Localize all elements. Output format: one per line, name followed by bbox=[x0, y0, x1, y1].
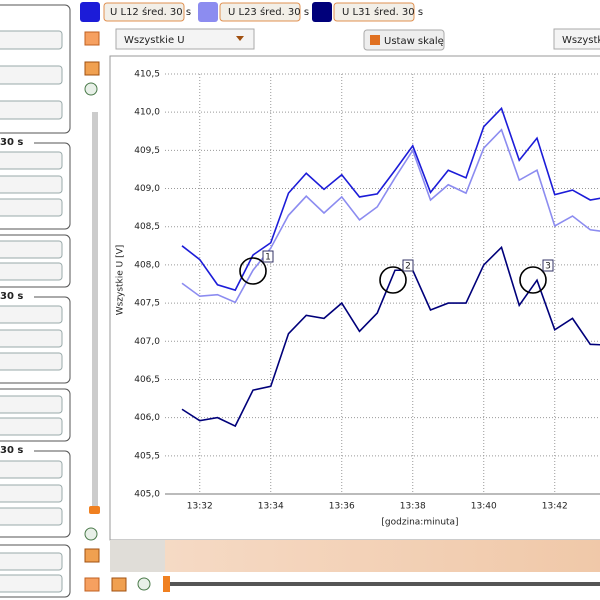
marker-tag bbox=[262, 250, 274, 263]
x-tick-label: 13:34 bbox=[258, 502, 284, 512]
series-line bbox=[181, 128, 600, 304]
marker-label: 1 bbox=[265, 253, 271, 263]
dropdown[interactable] bbox=[115, 28, 255, 50]
dropdown-text: Wszystki bbox=[562, 35, 600, 46]
header-bg bbox=[0, 290, 34, 302]
y-tick-label: 409,5 bbox=[134, 146, 160, 156]
series-line bbox=[181, 245, 600, 428]
dropdown-arrow bbox=[236, 36, 244, 41]
chart-frame bbox=[109, 55, 600, 541]
marker-circle bbox=[239, 257, 267, 285]
marker-circle bbox=[379, 266, 407, 294]
y-tick-label: 407,5 bbox=[134, 299, 160, 309]
x-tick-label: 13:40 bbox=[471, 502, 497, 512]
marker-tag bbox=[542, 259, 554, 272]
panel-header: 30 s bbox=[0, 137, 23, 148]
y-tick-label: 406,5 bbox=[134, 375, 160, 385]
series-line bbox=[181, 106, 600, 292]
y-tick-label: 408,5 bbox=[134, 222, 160, 232]
panel-header: 30 s bbox=[0, 291, 23, 302]
y-tick-label: 408,0 bbox=[134, 260, 160, 270]
legend-boxes bbox=[103, 2, 415, 22]
marker-label: 2 bbox=[405, 262, 411, 272]
legend-label: U L23 śred. 30 s bbox=[228, 6, 309, 18]
dropdown[interactable] bbox=[553, 28, 600, 50]
x-axis-label: [godzina:minuta] bbox=[381, 518, 458, 528]
legend-swatch bbox=[80, 2, 100, 22]
header-bg bbox=[0, 444, 34, 456]
heat-strip-start bbox=[110, 540, 165, 572]
slider-thumb[interactable] bbox=[163, 576, 170, 592]
x-tick-label: 13:42 bbox=[542, 502, 568, 512]
y-tick-label: 406,0 bbox=[134, 413, 160, 423]
x-tick-label: 13:38 bbox=[400, 502, 426, 512]
y-tick-label: 405,5 bbox=[134, 451, 160, 461]
slider-track[interactable] bbox=[165, 582, 600, 586]
legend-swatch bbox=[312, 2, 332, 22]
y-tick-label: 407,0 bbox=[134, 337, 160, 347]
legend-label: U L31 śred. 30 s bbox=[342, 6, 423, 18]
header-bg bbox=[0, 136, 34, 148]
legend-label: U L12 śred. 30 s bbox=[110, 6, 191, 18]
y-tick-label: 409,0 bbox=[134, 184, 160, 194]
x-tick-label: 13:36 bbox=[329, 502, 355, 512]
input-boxes[interactable] bbox=[0, 30, 63, 593]
scroll-thumb[interactable] bbox=[89, 506, 100, 514]
dropdown-text: Wszystkie U bbox=[124, 35, 185, 46]
button-icon bbox=[370, 35, 380, 45]
scale-button-text: Ustaw skalę bbox=[384, 36, 444, 47]
x-tick-label: 13:32 bbox=[187, 502, 213, 512]
marker-circle bbox=[519, 266, 547, 294]
scale-button[interactable] bbox=[363, 29, 445, 51]
y-tick-label: 405,0 bbox=[134, 490, 160, 500]
y-axis-label: Wszystkie U [V] bbox=[116, 245, 126, 316]
y-tick-label: 410,0 bbox=[134, 108, 160, 118]
legend-swatch bbox=[198, 2, 218, 22]
marker-label: 3 bbox=[545, 262, 551, 272]
y-tick-label: 410,5 bbox=[134, 70, 160, 80]
tool-icons[interactable] bbox=[84, 31, 151, 592]
heat-strip bbox=[110, 540, 600, 572]
panel-header: 30 s bbox=[0, 445, 23, 456]
marker-tag bbox=[402, 259, 414, 272]
scrollbar[interactable] bbox=[92, 112, 98, 512]
